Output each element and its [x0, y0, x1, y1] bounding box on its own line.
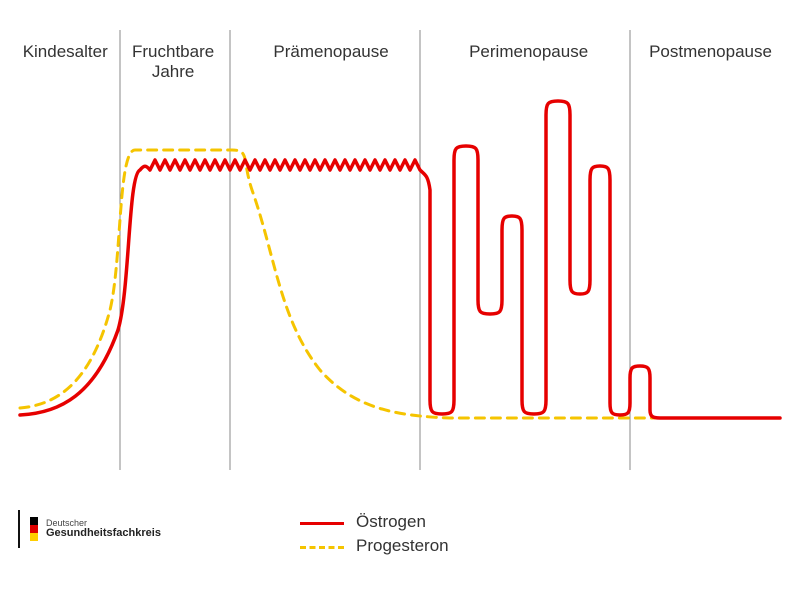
legend-label-estrogen: Östrogen	[356, 512, 426, 532]
legend: Östrogen Progesteron	[300, 510, 449, 558]
legend-item-estrogen: Östrogen	[300, 510, 449, 534]
logo-line2: Gesundheitsfachkreis	[46, 528, 161, 540]
hormone-chart: Kindesalter Fruchtbare Jahre Prämenopause P…	[0, 0, 800, 600]
phase-label: Fruchtbare Jahre	[132, 42, 214, 81]
legend-item-progesterone: Progesteron	[300, 534, 449, 558]
phase-label: Perimenopause	[469, 42, 588, 62]
logo-divider	[18, 510, 20, 548]
legend-swatch-estrogen	[300, 510, 344, 534]
phase-label: Prämenopause	[273, 42, 388, 62]
legend-label-progesterone: Progesteron	[356, 536, 449, 556]
phase-label: Postmenopause	[649, 42, 772, 62]
legend-swatch-progesterone	[300, 534, 344, 558]
german-flag-icon	[30, 517, 38, 541]
estrogen-line	[20, 101, 780, 418]
phase-label: Kindesalter	[23, 42, 108, 62]
logo-text: Deutscher Gesundheitsfachkreis	[46, 519, 161, 540]
brand-logo: Deutscher Gesundheitsfachkreis	[18, 510, 161, 548]
